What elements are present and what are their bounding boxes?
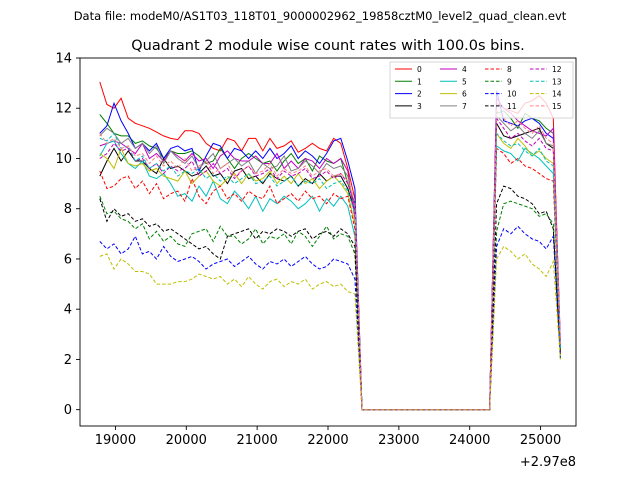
y-tick-label: 2 [64, 353, 72, 368]
y-tick-label: 6 [64, 252, 72, 267]
y-tick-label: 12 [55, 102, 72, 117]
series-layer [99, 81, 561, 411]
x-tick-label: 21000 [236, 433, 277, 448]
legend-label: 10 [507, 90, 517, 99]
legend-label: 6 [462, 90, 467, 99]
x-tick-label: 23000 [378, 433, 419, 448]
series-line-15 [99, 109, 561, 411]
legend-label: 0 [417, 65, 422, 74]
legend-label: 1 [417, 77, 422, 86]
chart-suptitle: Data file: modeM0/AS1T03_118T01_90000029… [74, 9, 567, 23]
legend-frame [389, 61, 574, 119]
legend-label: 8 [507, 65, 512, 74]
y-tick-label: 10 [55, 152, 72, 167]
y-tick-label: 14 [55, 52, 72, 67]
y-tick-label: 8 [64, 202, 72, 217]
legend-label: 15 [552, 102, 562, 111]
series-line-14 [99, 245, 561, 411]
series-line-13 [99, 132, 561, 411]
x-tick-label: 22000 [307, 433, 348, 448]
legend-label: 4 [462, 65, 467, 74]
x-tick-label: 24000 [449, 433, 490, 448]
legend-label: 5 [462, 77, 467, 86]
legend-label: 12 [552, 65, 562, 74]
x-tick-label: 25000 [520, 433, 561, 448]
x-tick-label: 19000 [95, 433, 136, 448]
legend-label: 7 [462, 102, 467, 111]
axes-layer: 19000 20000 21000 22000 23000 24000 25000 0 2 4 6 8… [55, 52, 561, 449]
chart-title: Quadrant 2 module wise count rates with … [131, 38, 525, 54]
legend-label: 2 [417, 90, 422, 99]
legend-label: 9 [507, 77, 512, 86]
legend-label: 11 [507, 102, 517, 111]
y-tick-label: 4 [64, 303, 72, 318]
x-axis-offset-label: +2.97e8 [520, 455, 576, 470]
legend-label: 3 [417, 102, 422, 111]
legend-label: 14 [552, 90, 562, 99]
x-tick-label: 20000 [166, 433, 207, 448]
y-tick-label: 0 [64, 403, 72, 418]
legend-label: 13 [552, 77, 562, 86]
